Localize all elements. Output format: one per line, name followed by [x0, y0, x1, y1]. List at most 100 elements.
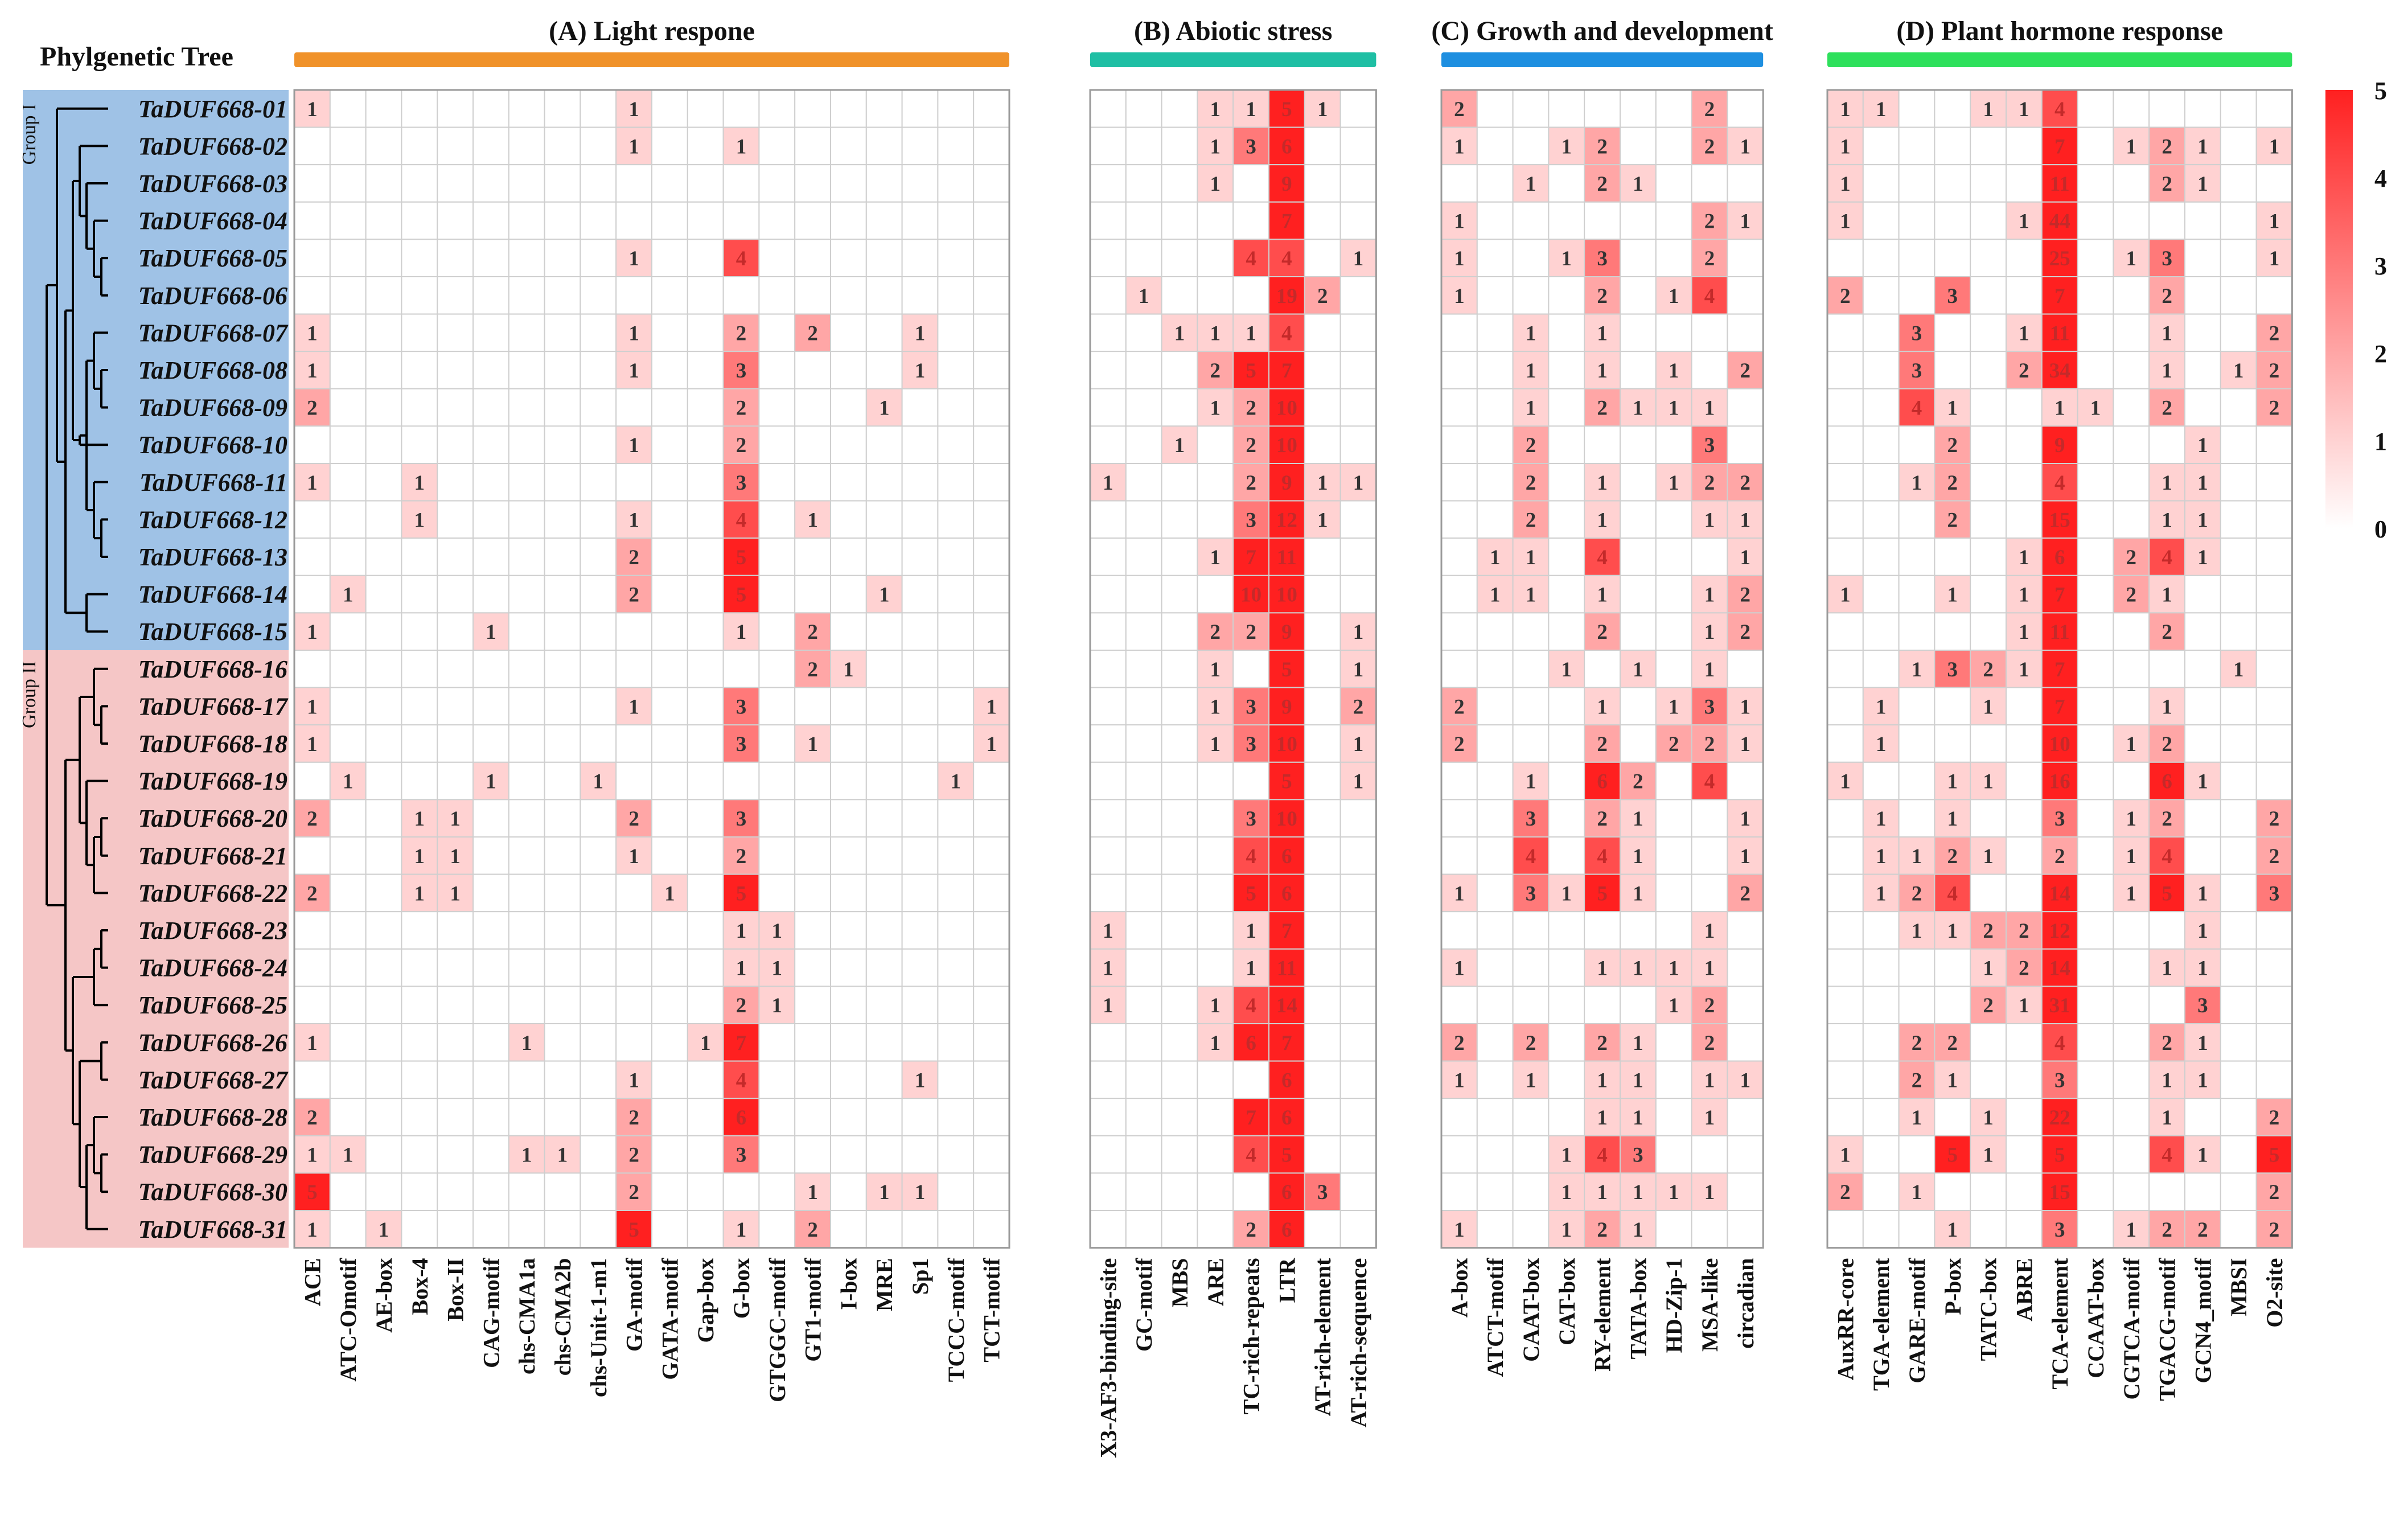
heat-cell — [544, 276, 581, 315]
heat-cell — [1339, 388, 1377, 427]
cell-value: 2 — [2269, 397, 2280, 420]
cell-value: 11 — [2050, 621, 2070, 644]
cell-value: 2 — [628, 1106, 639, 1130]
heat-cell — [2113, 313, 2150, 352]
heat-cell — [365, 463, 402, 502]
cell-value: 1 — [628, 845, 639, 868]
column-label: I-box — [836, 1258, 861, 1310]
cell-value: 4 — [1704, 770, 1715, 794]
cell-value: 1 — [2019, 994, 2029, 1017]
heat-cell — [651, 463, 688, 502]
cell-value: 5 — [1947, 1144, 1958, 1167]
column-label: TGA-element — [1868, 1258, 1894, 1391]
heat-cell — [1161, 986, 1198, 1025]
heat-cell — [901, 164, 939, 203]
heat-cell — [1727, 313, 1764, 352]
cell-value: 6 — [1281, 1069, 1292, 1092]
cell-value: 4 — [2162, 845, 2172, 868]
legend-tick: 4 — [2374, 165, 2387, 192]
cell-value: 2 — [2162, 1218, 2172, 1242]
cell-value: 3 — [1704, 695, 1715, 719]
cell-value: 2 — [1317, 285, 1328, 308]
heat-cell — [365, 537, 402, 576]
heat-cell — [1512, 500, 1550, 539]
heat-cell — [901, 276, 939, 315]
heat-cell — [1304, 164, 1341, 203]
cell-value: 2 — [1597, 135, 1608, 158]
heat-cell — [1898, 351, 1936, 389]
cell-value: 9 — [1281, 471, 1292, 495]
cell-value: 2 — [2269, 845, 2280, 868]
heat-cell — [722, 276, 760, 315]
heat-cell — [901, 911, 939, 950]
heat-cell — [687, 724, 724, 763]
heat-cell — [722, 239, 760, 277]
heat-cell — [1970, 911, 2007, 950]
heat-cell — [1090, 1060, 1127, 1099]
heat-cell — [2148, 1135, 2185, 1174]
cell-value: 2 — [2054, 845, 2065, 868]
heat-cell — [1691, 799, 1728, 838]
heat-cell — [973, 500, 1010, 539]
heat-cell — [1584, 201, 1621, 240]
heat-cell — [1476, 1098, 1514, 1136]
heat-cell — [830, 761, 867, 801]
heat-cell — [722, 799, 760, 838]
heat-cell — [2184, 201, 2221, 240]
heat-cell — [1476, 1210, 1514, 1249]
heat-cell — [1512, 201, 1550, 240]
cell-value: 1 — [2197, 1144, 2208, 1167]
heat-cell — [901, 761, 939, 801]
cell-value: 1 — [1561, 1144, 1572, 1167]
heat-cell — [2220, 1210, 2257, 1249]
heat-cell — [1512, 687, 1550, 726]
heat-cell — [1304, 126, 1341, 166]
heat-cell — [580, 574, 617, 614]
column-label: HD-Zip-1 — [1661, 1258, 1687, 1353]
heat-cell — [1512, 574, 1550, 614]
cell-value: 1 — [2019, 322, 2029, 345]
heat-cell — [830, 463, 867, 502]
heat-cell — [2006, 612, 2043, 651]
heat-cell — [1441, 388, 1478, 427]
heat-cell — [1232, 1060, 1269, 1099]
heat-cell — [2077, 574, 2114, 614]
heat-cell — [1548, 911, 1585, 950]
heat-cell — [1512, 948, 1550, 987]
heat-cell — [2041, 612, 2078, 651]
heat-cell — [2077, 89, 2114, 128]
heat-cell — [615, 463, 652, 502]
cell-value: 1 — [1912, 1106, 1922, 1130]
heat-cell — [1304, 1023, 1341, 1062]
heat-cell — [329, 687, 367, 726]
heat-cell — [472, 1060, 509, 1099]
heat-cell — [544, 313, 581, 352]
heat-cell — [2220, 313, 2257, 352]
heat-cell — [580, 1210, 617, 1249]
heat-cell — [2184, 799, 2221, 838]
heat-cell — [472, 500, 509, 539]
cell-value: 5 — [2162, 882, 2172, 905]
heat-cell — [1476, 836, 1514, 875]
column-label: CGTCA-motif — [2119, 1258, 2144, 1400]
group-band-1 — [23, 90, 289, 650]
heat-cell — [544, 1210, 581, 1249]
heat-cell — [401, 1098, 438, 1136]
cell-value: 16 — [2049, 770, 2070, 794]
heat-cell — [1548, 836, 1585, 875]
heat-cell — [1232, 537, 1269, 576]
heat-cell — [1898, 425, 1936, 465]
heat-cell — [437, 351, 474, 389]
legend-gradient-bar — [2325, 90, 2353, 528]
heat-cell — [1304, 724, 1341, 763]
heat-cell — [2006, 873, 2043, 913]
heat-cell — [2113, 126, 2150, 166]
heat-cell — [830, 836, 867, 875]
heat-cell — [651, 761, 688, 801]
cell-value: 1 — [700, 1032, 711, 1055]
heat-cell — [1827, 687, 1864, 726]
heat-cell — [1512, 276, 1550, 315]
heat-cell — [1727, 463, 1764, 502]
heat-cell — [687, 687, 724, 726]
heat-cell — [901, 1135, 939, 1174]
